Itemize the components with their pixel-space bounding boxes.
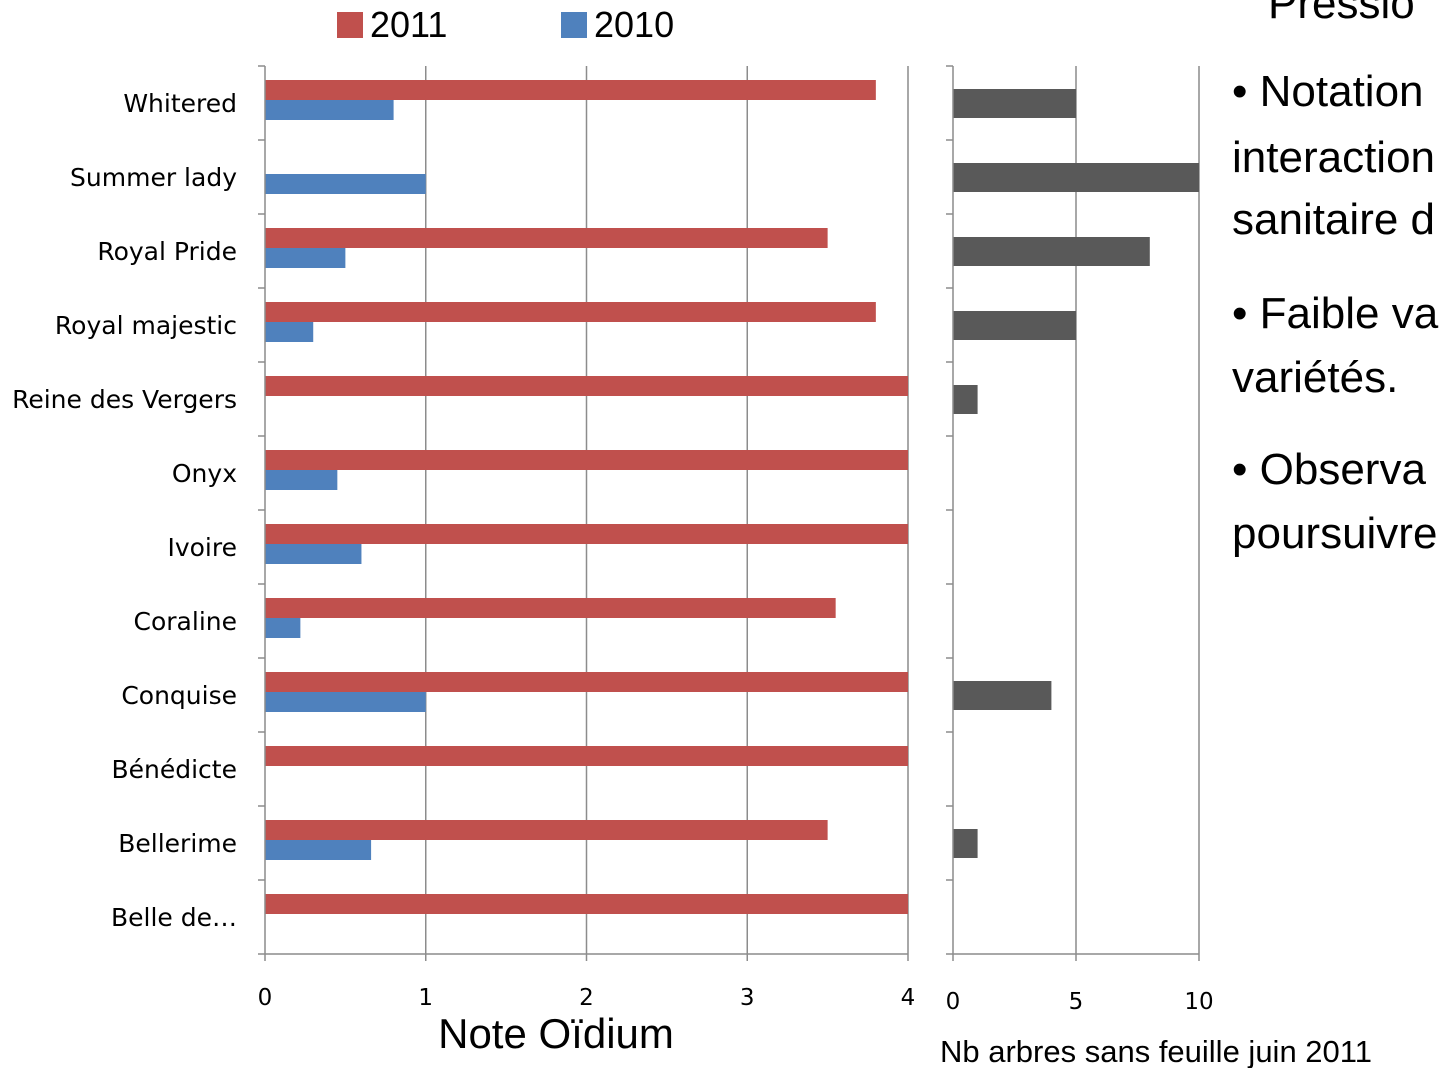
bar-2011 — [265, 524, 908, 544]
category-label: Royal Pride — [97, 237, 237, 266]
bullet-line-6: variétés. — [1232, 353, 1399, 402]
category-label: Reine des Vergers — [12, 385, 237, 414]
bar-2011 — [265, 672, 908, 692]
legend: 2011 2010 — [337, 4, 674, 45]
bar-leafless-trees — [953, 385, 978, 414]
bar-2010 — [265, 692, 426, 712]
bar-2010 — [265, 840, 372, 860]
category-label: Royal majestic — [55, 311, 237, 340]
bar-2010 — [265, 470, 338, 490]
bar-2011 — [265, 376, 908, 396]
bullet-line-4: sanitaire d — [1232, 195, 1436, 244]
legend-swatch-2010 — [561, 12, 587, 38]
category-label: Coraline — [134, 607, 237, 636]
right-chart-bars — [953, 89, 1199, 858]
bar-leafless-trees — [953, 681, 1052, 710]
bar-leafless-trees — [953, 311, 1076, 340]
legend-swatch-2011 — [337, 12, 363, 38]
main-chart-gridlines — [425, 66, 909, 954]
bar-2010 — [265, 100, 394, 120]
bullet-line-7: • Observa — [1232, 445, 1426, 494]
bar-2010 — [265, 618, 301, 638]
bar-2011 — [265, 80, 876, 100]
bar-2011 — [265, 598, 836, 618]
bullet-line-1: Pressio — [1268, 0, 1415, 28]
main-x-tick-label: 4 — [901, 985, 916, 1011]
main-x-tick-label: 2 — [579, 985, 594, 1011]
bar-leafless-trees — [953, 829, 978, 858]
legend-label-2010: 2010 — [594, 4, 674, 45]
bar-leafless-trees — [953, 89, 1076, 118]
bar-leafless-trees — [953, 163, 1199, 192]
right-chart-gridlines — [1075, 66, 1200, 954]
main-x-tick-label: 0 — [258, 985, 273, 1011]
category-labels: Whitered Summer lady Royal Pride Royal maje… — [12, 89, 237, 932]
bar-2011 — [265, 894, 908, 914]
right-x-axis-title: Nb arbres sans feuille juin 2011 — [940, 1034, 1372, 1068]
bullet-line-5: • Faible va — [1232, 289, 1439, 338]
bar-leafless-trees — [953, 237, 1150, 266]
bullet-line-8: poursuivre — [1232, 509, 1438, 558]
bar-2010 — [265, 544, 362, 564]
bar-2011 — [265, 746, 908, 766]
category-label: Ivoire — [167, 533, 237, 562]
main-chart-bars — [265, 80, 908, 914]
bar-2011 — [265, 228, 828, 248]
bullet-line-3: interaction — [1232, 133, 1436, 182]
main-chart-axis — [258, 65, 909, 961]
bar-2011 — [265, 302, 876, 322]
bar-2010 — [265, 322, 314, 342]
category-label: Conquise — [121, 681, 237, 710]
category-label: Summer lady — [70, 163, 237, 192]
slide-bullet-text: Pressio • Notation interaction sanitaire… — [1232, 0, 1456, 600]
category-label: Bénédicte — [111, 755, 237, 784]
bar-2010 — [265, 174, 426, 194]
bullet-line-2: • Notation — [1232, 67, 1424, 116]
main-x-tick-labels: 0 1 2 3 4 — [258, 985, 916, 1011]
right-x-tick-label: 0 — [946, 989, 961, 1015]
category-label: Bellerime — [118, 829, 237, 858]
bar-2011 — [265, 450, 908, 470]
bar-2011 — [265, 820, 828, 840]
legend-label-2011: 2011 — [370, 4, 447, 45]
right-chart-axis — [946, 65, 1200, 961]
right-x-tick-label: 5 — [1069, 989, 1084, 1015]
main-x-tick-label: 1 — [418, 985, 433, 1011]
bar-2010 — [265, 248, 346, 268]
main-x-tick-label: 3 — [740, 985, 755, 1011]
right-x-tick-labels: 0 5 10 — [946, 989, 1214, 1015]
main-x-axis-title: Note Oïdium — [438, 1010, 674, 1057]
right-x-tick-label: 10 — [1184, 989, 1213, 1015]
category-label: Belle de… — [111, 903, 237, 932]
category-label: Onyx — [172, 459, 237, 488]
category-label: Whitered — [123, 89, 237, 118]
